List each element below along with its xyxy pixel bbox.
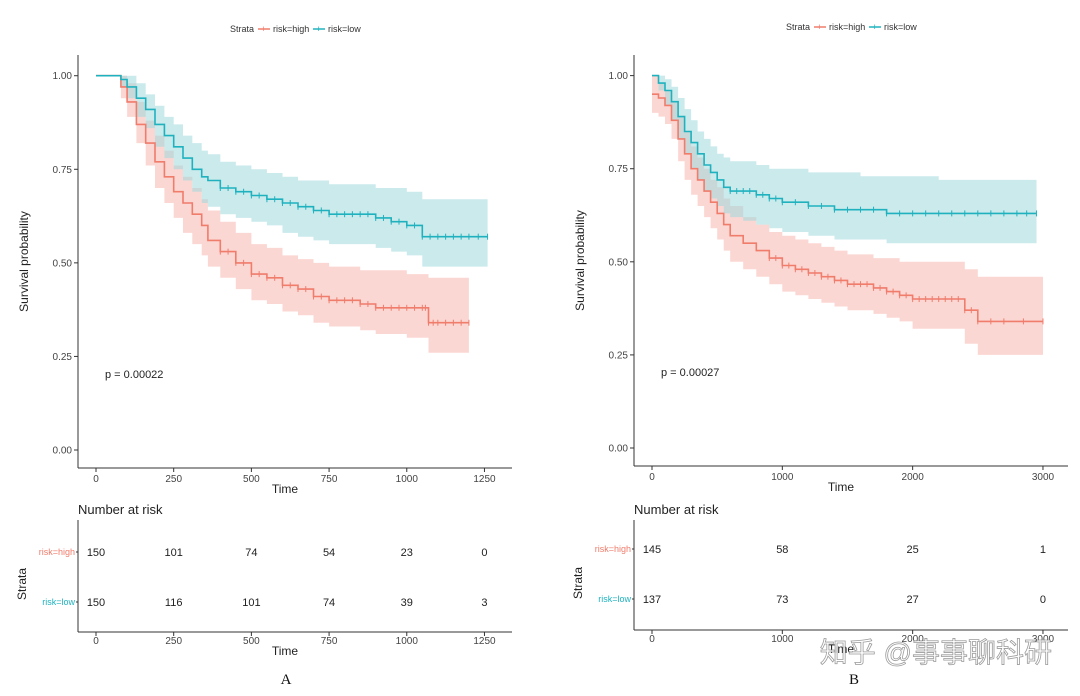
- risk-count: 74: [245, 547, 257, 559]
- risk-count: 58: [776, 544, 788, 556]
- risk-x-tick-label: 0: [649, 634, 655, 645]
- risk-x-tick-label: 250: [165, 636, 182, 647]
- risk-row-label-high: risk=high: [39, 547, 75, 557]
- risk-row-label-low: risk=low: [42, 597, 75, 607]
- risk-count: 25: [907, 544, 919, 556]
- risk-table-title: Number at risk: [78, 502, 163, 517]
- legend-title: Strata: [786, 22, 810, 32]
- censor-marks-low: [729, 188, 1037, 217]
- y-tick-label: 0.75: [609, 164, 629, 175]
- risk-x-tick-label: 750: [321, 636, 338, 647]
- legend-title: Strata: [230, 24, 254, 34]
- x-tick-label: 1000: [396, 474, 419, 485]
- survival-curve-low: [652, 74, 1037, 215]
- risk-count: 0: [1040, 594, 1046, 606]
- risk-count: 73: [776, 594, 788, 606]
- risk-count: 3: [481, 597, 487, 609]
- y-tick-label: 0.00: [609, 444, 629, 455]
- x-axis-title: Time: [828, 480, 855, 494]
- x-tick-label: 0: [649, 472, 655, 483]
- risk-count: 39: [401, 597, 413, 609]
- risk-x-axis-title: Time: [828, 642, 855, 656]
- y-tick-label: 0.50: [53, 258, 73, 269]
- x-tick-label: 2000: [902, 472, 925, 483]
- risk-count: 150: [87, 597, 105, 609]
- censor-marks-low: [219, 185, 489, 240]
- x-tick-label: 500: [243, 474, 260, 485]
- panel-label: A: [281, 672, 292, 688]
- p-value: p = 0.00027: [661, 367, 719, 379]
- x-tick-label: 750: [321, 474, 338, 485]
- censor-marks-high: [768, 255, 1044, 325]
- risk-count: 54: [323, 547, 335, 559]
- risk-count: 1: [1040, 544, 1046, 556]
- confidence-band-low: [96, 75, 488, 267]
- chart-panel-a: Strata + risk=high + risk=low 0.00 0.25 0.50 0.7…: [15, 24, 512, 688]
- y-tick-label: 0.25: [609, 350, 629, 361]
- legend: Strata + risk=high + risk=low: [230, 24, 361, 34]
- y-axis-title: Survival probability: [17, 211, 31, 312]
- risk-count: 145: [643, 544, 661, 556]
- risk-x-tick-label: 1000: [396, 636, 419, 647]
- y-tick-label: 0.75: [53, 165, 73, 176]
- legend-entry-low: risk=low: [328, 24, 361, 34]
- risk-row-label-low: risk=low: [598, 594, 631, 604]
- risk-table: Number at risk risk=high 145 58 25 1 risk=low 1…: [571, 502, 1068, 656]
- x-axis-title: Time: [272, 482, 299, 496]
- legend-entry-high: risk=high: [829, 22, 865, 32]
- risk-count: 27: [907, 594, 919, 606]
- y-tick-label: 0.00: [53, 446, 73, 457]
- risk-x-tick-label: 3000: [1032, 634, 1055, 645]
- risk-y-axis-title: Strata: [571, 567, 585, 599]
- risk-count: 101: [165, 547, 183, 559]
- censor-marks-high: [219, 248, 470, 326]
- x-tick-label: 1250: [473, 474, 496, 485]
- risk-x-tick-label: 500: [243, 636, 260, 647]
- chart-panel-b: Strata + risk=high + risk=low 0.00 0.25 0.50 0.7…: [571, 22, 1068, 688]
- legend-plus: +: [872, 22, 877, 32]
- x-tick-label: 250: [165, 474, 182, 485]
- legend-entry-low: risk=low: [884, 22, 917, 32]
- risk-row-label-high: risk=high: [595, 544, 631, 554]
- risk-count: 137: [643, 594, 661, 606]
- risk-x-tick-label: 1000: [771, 634, 794, 645]
- watermark: 知乎 @事事聊科研: [820, 637, 1052, 668]
- legend-plus: +: [817, 22, 822, 32]
- y-tick-label: 1.00: [609, 71, 629, 82]
- x-tick-label: 1000: [771, 472, 794, 483]
- x-tick-label: 3000: [1032, 472, 1055, 483]
- risk-count: 23: [401, 547, 413, 559]
- p-value: p = 0.00022: [105, 369, 163, 381]
- legend: Strata + risk=high + risk=low: [786, 22, 917, 32]
- panel-label: B: [849, 672, 859, 688]
- x-tick-label: 0: [93, 474, 99, 485]
- legend-plus: +: [316, 24, 321, 34]
- y-tick-label: 0.50: [609, 257, 629, 268]
- risk-table: Number at risk risk=high 150 101 74 54 23 0 risk…: [15, 502, 512, 658]
- confidence-band-low: [652, 75, 1037, 244]
- risk-table-title: Number at risk: [634, 502, 719, 517]
- y-tick-label: 1.00: [53, 71, 73, 82]
- y-tick-label: 0.25: [53, 352, 73, 363]
- risk-count: 74: [323, 597, 335, 609]
- risk-x-tick-label: 2000: [902, 634, 925, 645]
- risk-x-tick-label: 0: [93, 636, 99, 647]
- risk-count: 150: [87, 547, 105, 559]
- risk-x-tick-label: 1250: [473, 636, 496, 647]
- y-axis-title: Survival probability: [573, 210, 587, 311]
- legend-plus: +: [261, 24, 266, 34]
- legend-entry-high: risk=high: [273, 24, 309, 34]
- confidence-band-high: [652, 75, 1043, 355]
- risk-count: 101: [242, 597, 260, 609]
- risk-count: 0: [481, 547, 487, 559]
- risk-y-axis-title: Strata: [15, 568, 29, 600]
- confidence-band-high: [96, 75, 469, 353]
- risk-count: 116: [165, 597, 183, 609]
- risk-x-axis-title: Time: [272, 644, 299, 658]
